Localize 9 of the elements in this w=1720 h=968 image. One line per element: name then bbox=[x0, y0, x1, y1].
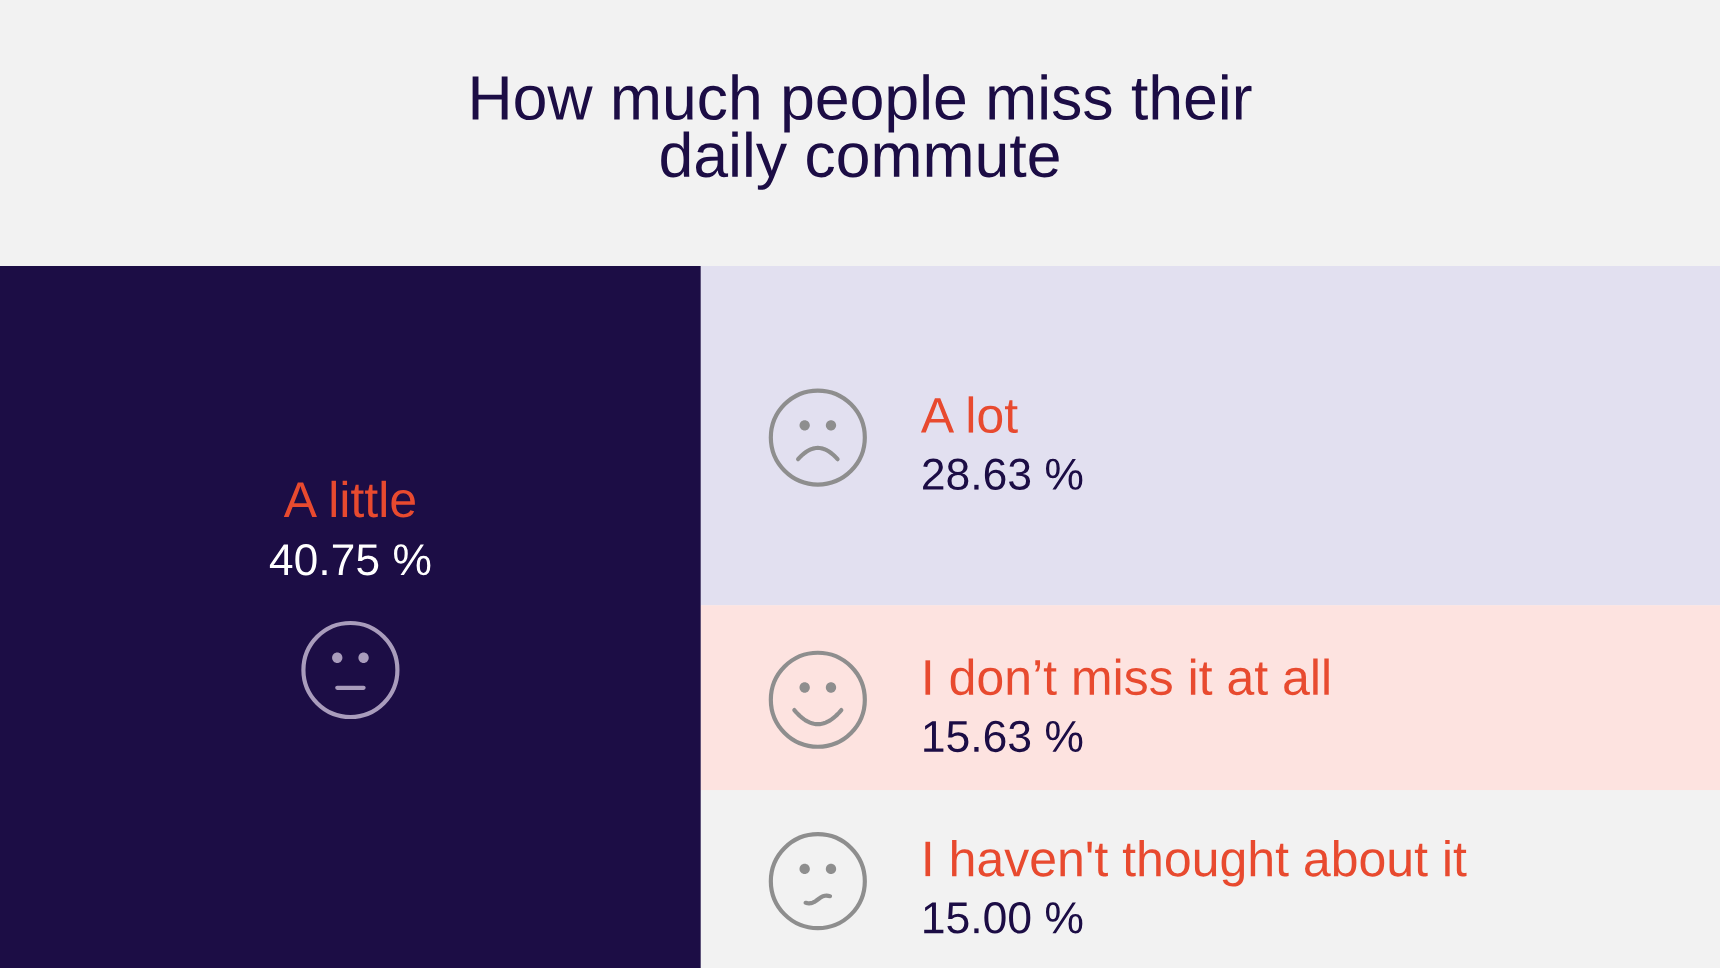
category-label: A lot bbox=[920, 396, 1018, 434]
category-label: I haven't thought about it bbox=[925, 839, 1467, 887]
data-label: 40.75 % bbox=[269, 543, 431, 576]
data-label: 15.00 % bbox=[924, 902, 1083, 934]
category-label: I don’t miss it at all bbox=[925, 658, 1329, 696]
data-label: 15.63 % bbox=[924, 720, 1083, 753]
category-label: A little bbox=[283, 480, 415, 518]
data-label: 28.63 % bbox=[923, 458, 1083, 491]
text: How much people miss their daily commute bbox=[472, 74, 1252, 190]
